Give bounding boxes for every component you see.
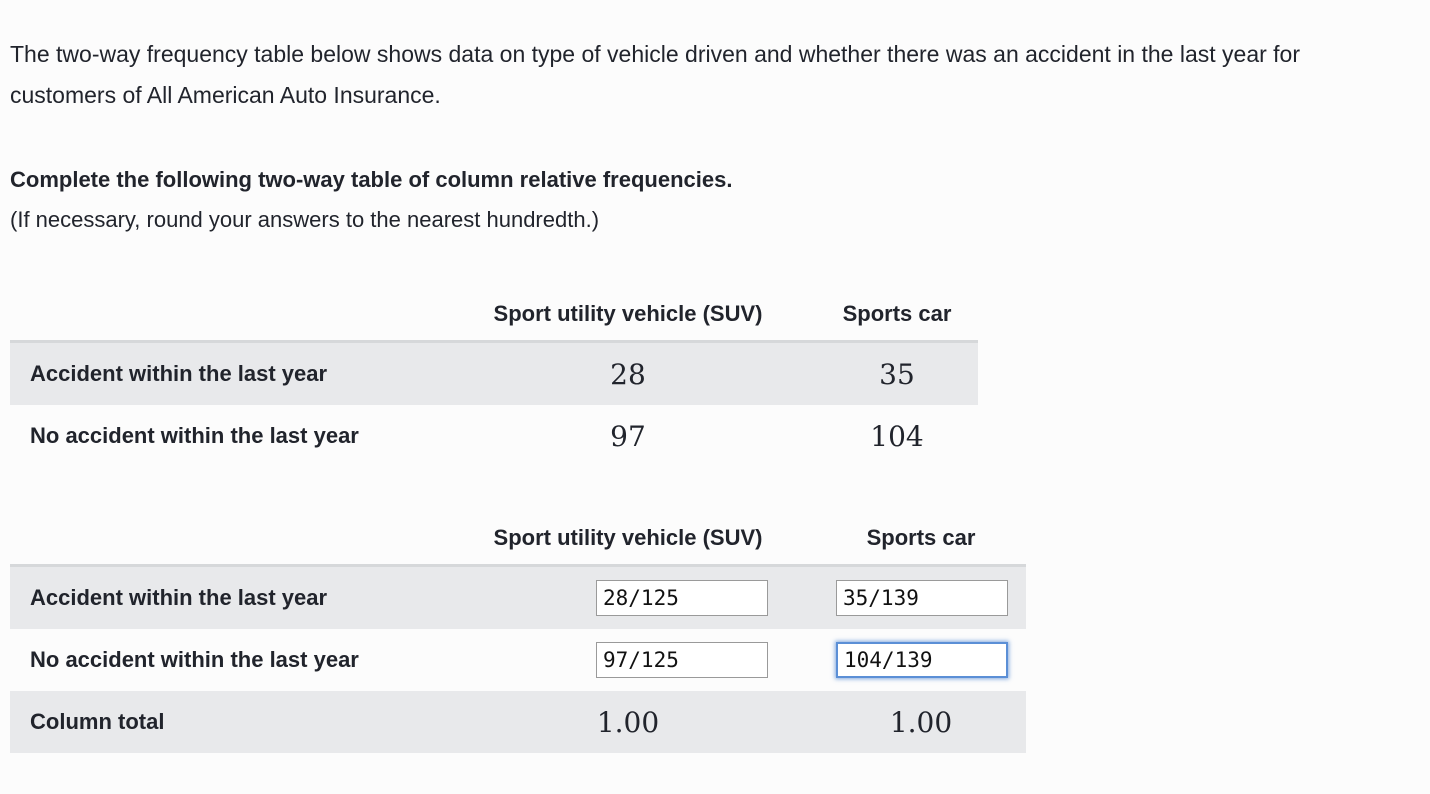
header-empty [10, 512, 440, 567]
table-row: No accident within the last year 97 104 [10, 405, 978, 467]
table-row: No accident within the last year [10, 629, 1026, 691]
header-suv: Sport utility vehicle (SUV) [440, 288, 816, 343]
table-row: Accident within the last year [10, 565, 1026, 629]
row-label-no-accident: No accident within the last year [30, 647, 359, 672]
sports-accident-input[interactable] [836, 580, 1008, 616]
cell-sports-accident: 35 [816, 341, 978, 405]
column-total-row: Column total 1.00 1.00 [10, 691, 1026, 753]
suv-no-accident-input[interactable] [596, 642, 768, 678]
header-sports-car: Sports car [816, 288, 978, 343]
sports-column-total: 1.00 [816, 691, 1026, 753]
suv-column-total: 1.00 [440, 691, 816, 753]
problem-prompt: Complete the following two-way table of … [10, 160, 1310, 240]
rounding-note: (If necessary, round your answers to the… [10, 207, 600, 232]
cell-sports-no-accident: 104 [870, 419, 924, 453]
header-suv: Sport utility vehicle (SUV) [440, 512, 816, 567]
cell-suv-accident: 28 [440, 341, 816, 405]
cell-suv-no-accident: 97 [610, 419, 646, 453]
row-label-column-total: Column total [10, 691, 440, 753]
row-label-accident: Accident within the last year [10, 565, 440, 629]
relative-table-header: Sport utility vehicle (SUV) Sports car [10, 512, 1026, 567]
frequency-table-header: Sport utility vehicle (SUV) Sports car [10, 288, 978, 343]
row-label-accident: Accident within the last year [10, 341, 440, 405]
suv-accident-input[interactable] [596, 580, 768, 616]
input-cell [816, 629, 1026, 691]
header-sports-car: Sports car [816, 512, 1026, 567]
instruction-text: Complete the following two-way table of … [10, 167, 733, 192]
row-label-no-accident: No accident within the last year [30, 423, 359, 448]
relative-frequency-table: Sport utility vehicle (SUV) Sports car A… [10, 512, 1026, 753]
problem-intro-text: The two-way frequency table below shows … [10, 41, 1300, 108]
frequency-table: Sport utility vehicle (SUV) Sports car A… [10, 288, 978, 467]
input-cell [440, 565, 816, 629]
input-cell [816, 565, 1026, 629]
input-cell [440, 629, 816, 691]
header-empty [10, 288, 440, 343]
sports-no-accident-input[interactable] [836, 642, 1008, 678]
table-row: Accident within the last year 28 35 [10, 341, 978, 405]
